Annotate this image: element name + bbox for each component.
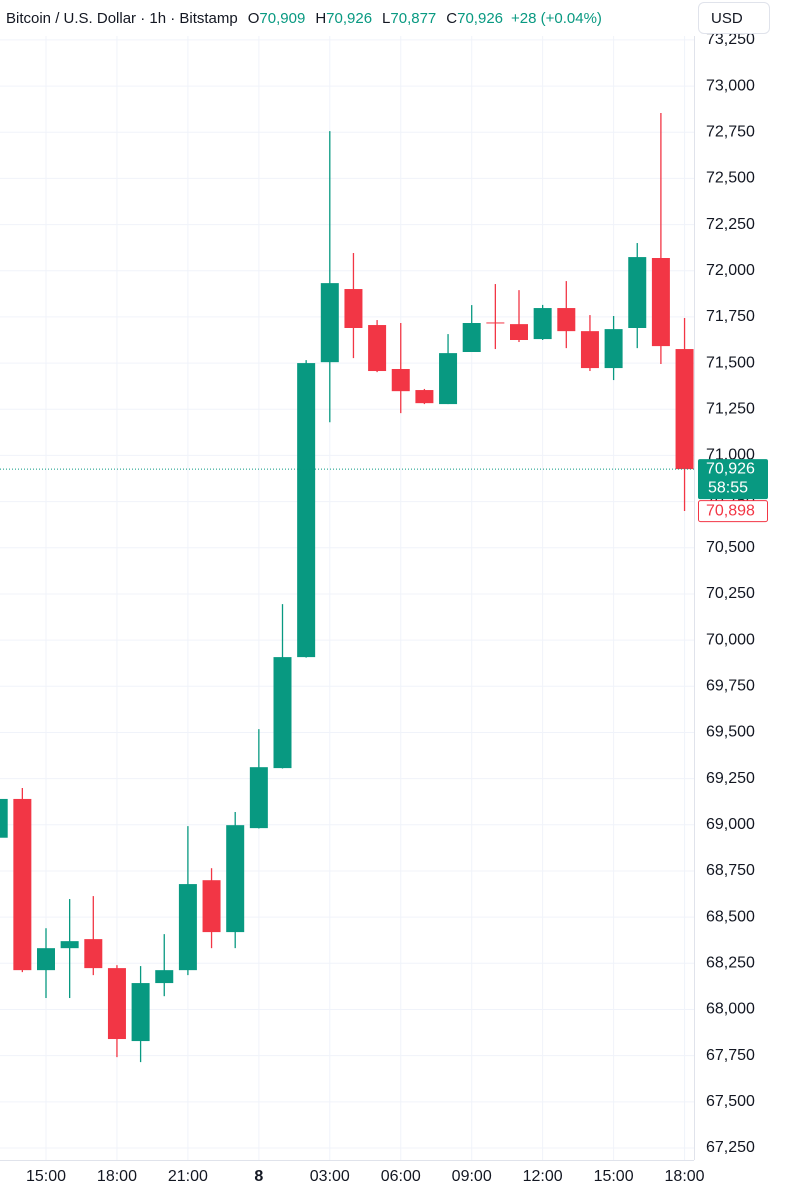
x-tick-label: 18:00 — [665, 1168, 705, 1185]
candle-body — [273, 657, 292, 769]
y-tick-label: 69,500 — [706, 724, 755, 741]
last-price-box — [698, 459, 768, 500]
y-tick-label: 70,250 — [706, 585, 755, 602]
y-tick-label: 68,500 — [706, 908, 755, 925]
candle-body — [107, 968, 126, 1040]
candle-body — [486, 322, 505, 324]
candle-body — [368, 325, 387, 372]
y-tick-label: 69,750 — [706, 678, 755, 695]
candle-body — [155, 970, 174, 984]
y-tick-label: 69,000 — [706, 816, 755, 833]
countdown: 58:55 — [708, 479, 748, 496]
y-tick-label: 67,750 — [706, 1047, 755, 1064]
candle-body — [84, 939, 103, 969]
y-tick-label: 68,000 — [706, 1001, 755, 1018]
x-tick-label: 15:00 — [594, 1168, 634, 1185]
candle-body — [0, 798, 8, 838]
y-tick-label: 72,500 — [706, 170, 755, 187]
candle-body — [344, 289, 363, 328]
field-key: C — [446, 9, 458, 27]
candle-body — [131, 983, 150, 1042]
candle-body — [557, 308, 576, 332]
candle-body — [462, 323, 481, 353]
candle-body — [249, 767, 268, 829]
candle-body — [533, 308, 552, 340]
x-tick-label: 12:00 — [523, 1168, 563, 1185]
candle-body — [226, 825, 245, 933]
x-tick-label: 21:00 — [168, 1168, 208, 1185]
candle-body — [628, 257, 647, 328]
field-value: 70,877 — [390, 9, 437, 27]
last-price-label: 70,926 — [706, 460, 755, 477]
x-tick-label: 8 — [254, 1168, 263, 1185]
field-key: H — [315, 9, 327, 27]
x-tick-label: 18:00 — [97, 1168, 137, 1185]
candle-body — [675, 349, 694, 470]
y-tick-label: 67,500 — [706, 1093, 755, 1110]
x-tick-label: 06:00 — [381, 1168, 421, 1185]
field-value: 70,926 — [326, 9, 373, 27]
bid-price-label: 70,898 — [706, 502, 755, 519]
y-tick-label: 68,750 — [706, 862, 755, 879]
y-tick-label: 67,250 — [706, 1139, 755, 1156]
currency-button[interactable]: USD — [698, 2, 770, 34]
candle-body — [178, 884, 197, 971]
candle-body — [320, 283, 339, 363]
y-tick-label: 72,750 — [706, 123, 755, 140]
field-value: 70,926 — [457, 9, 504, 27]
y-tick-label: 71,500 — [706, 354, 755, 371]
x-tick-label: 15:00 — [26, 1168, 66, 1185]
change: +28 (+0.04%) — [511, 9, 602, 27]
y-tick-label: 73,000 — [706, 77, 755, 94]
candle-body — [415, 390, 434, 404]
field-value: 70,909 — [259, 9, 306, 27]
candle-body — [510, 324, 528, 341]
y-tick-label: 68,250 — [706, 955, 755, 972]
field-key: L — [382, 9, 391, 27]
y-tick-label: 71,250 — [706, 400, 755, 417]
y-tick-label: 70,500 — [706, 539, 755, 556]
y-tick-label: 73,250 — [706, 31, 755, 48]
y-tick-label: 72,000 — [706, 262, 755, 279]
field-key: O — [247, 9, 260, 27]
candle-body — [297, 363, 316, 658]
candle-body — [604, 329, 623, 369]
y-tick-label: 72,250 — [706, 216, 755, 233]
y-tick-label: 71,750 — [706, 308, 755, 325]
candle-body — [202, 880, 221, 933]
candle-body — [391, 368, 410, 392]
bid-price-box — [698, 500, 768, 523]
candle-body — [60, 941, 79, 949]
candle-body — [439, 353, 458, 405]
y-tick-label: 70,000 — [706, 631, 755, 648]
candle-body — [651, 258, 670, 347]
x-tick-label: 09:00 — [452, 1168, 492, 1185]
candle-body — [13, 798, 32, 971]
candle-body — [37, 948, 55, 971]
candle-body — [580, 331, 599, 369]
x-tick-label: 03:00 — [310, 1168, 350, 1185]
y-tick-label: 69,250 — [706, 770, 755, 787]
symbol: Bitcoin / U.S. Dollar · 1h · Bitstamp — [6, 9, 238, 27]
